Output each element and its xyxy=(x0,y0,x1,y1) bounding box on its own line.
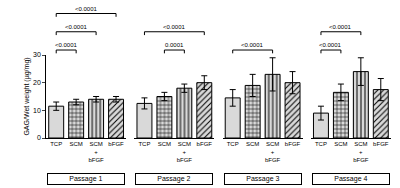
svg-text:TCP: TCP xyxy=(50,141,62,147)
svg-text:bFGF: bFGF xyxy=(285,141,301,147)
svg-text:SCM: SCM xyxy=(334,141,347,147)
svg-text:SCM: SCM xyxy=(158,141,171,147)
svg-text:SCM: SCM xyxy=(69,141,82,147)
svg-text:SCM+bFGF: SCM+bFGF xyxy=(353,141,369,163)
svg-text:SCM+bFGF: SCM+bFGF xyxy=(177,141,193,163)
svg-text:<0.0001: <0.0001 xyxy=(319,42,342,48)
svg-text:SCM+bFGF: SCM+bFGF xyxy=(88,141,104,163)
svg-text:Passage 2: Passage 2 xyxy=(157,175,190,183)
svg-text:<0.0001: <0.0001 xyxy=(55,42,78,48)
svg-text:bFGF: bFGF xyxy=(197,141,213,147)
svg-text:GAG/Wet weight (µg/mg): GAG/Wet weight (µg/mg) xyxy=(23,57,31,135)
svg-text:10: 10 xyxy=(33,107,41,114)
svg-text:Passage 3: Passage 3 xyxy=(246,175,279,183)
svg-text:Passage 4: Passage 4 xyxy=(334,175,367,183)
svg-text:SCM+bFGF: SCM+bFGF xyxy=(265,141,281,163)
svg-text:TCP: TCP xyxy=(138,141,150,147)
svg-text:<0.0001: <0.0001 xyxy=(241,42,264,48)
svg-text:0: 0 xyxy=(37,134,41,141)
svg-text:bFGF: bFGF xyxy=(108,141,124,147)
svg-text:30: 30 xyxy=(33,51,41,58)
svg-text:<0.0001: <0.0001 xyxy=(75,6,98,12)
svg-text:TCP: TCP xyxy=(315,141,327,147)
svg-text:<0.0001: <0.0001 xyxy=(329,24,352,30)
svg-text:20: 20 xyxy=(33,79,41,86)
svg-text:<0.0001: <0.0001 xyxy=(163,24,186,30)
svg-text:<0.0001: <0.0001 xyxy=(65,24,88,30)
svg-text:0.0001: 0.0001 xyxy=(165,42,184,48)
svg-text:SCM: SCM xyxy=(246,141,259,147)
svg-text:TCP: TCP xyxy=(227,141,239,147)
svg-text:Passage 1: Passage 1 xyxy=(69,175,102,183)
svg-text:bFGF: bFGF xyxy=(373,141,389,147)
